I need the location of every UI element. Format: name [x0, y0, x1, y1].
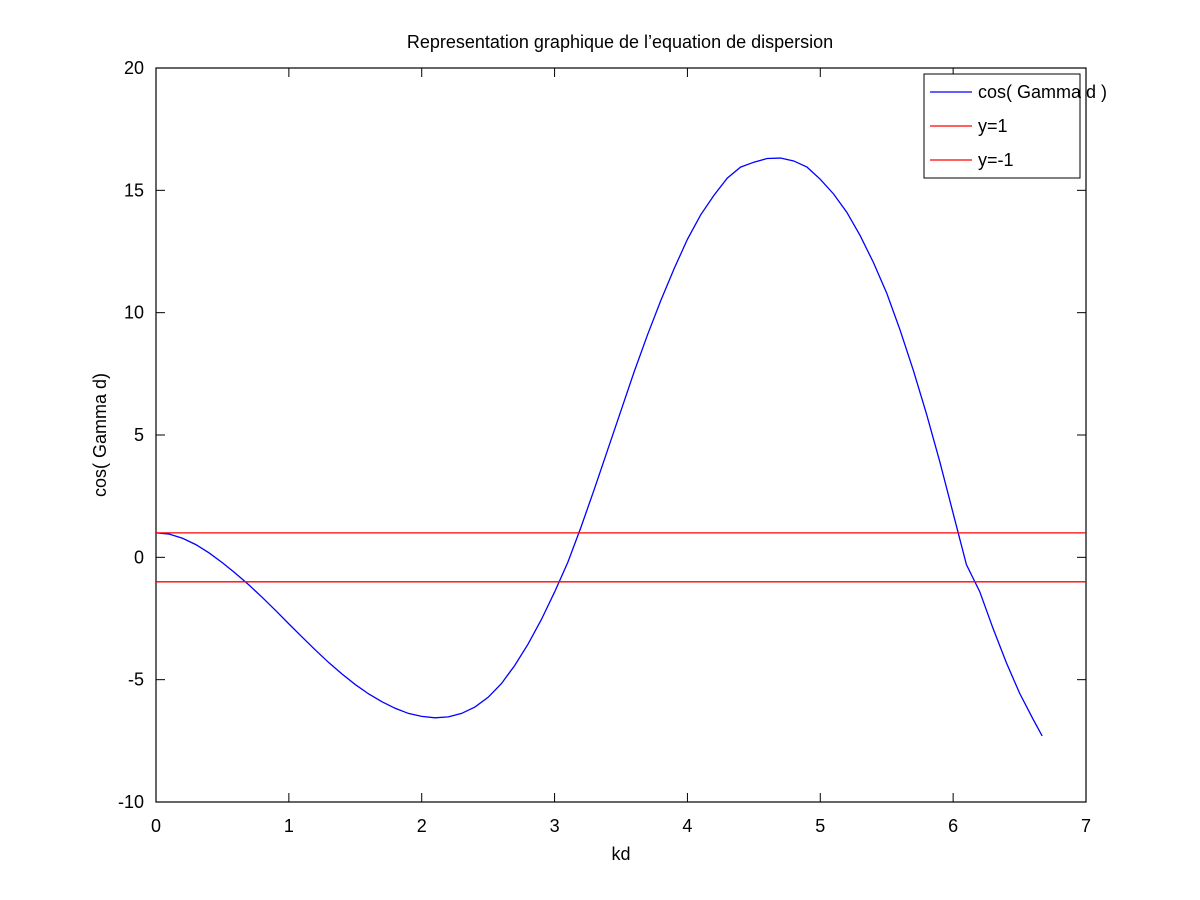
y-tick-label: -5 — [128, 670, 144, 690]
x-tick-label: 5 — [815, 816, 825, 836]
legend-entry: cos( Gamma d ) — [978, 82, 1107, 102]
y-tick-label: -10 — [118, 792, 144, 812]
chart-title: Representation graphique de l’equation d… — [407, 32, 833, 52]
x-tick-label: 3 — [550, 816, 560, 836]
y-tick-label: 5 — [134, 425, 144, 445]
y-tick-label: 20 — [124, 58, 144, 78]
x-axis-label: kd — [611, 844, 630, 864]
x-tick-label: 1 — [284, 816, 294, 836]
series-layer — [155, 157, 1086, 737]
legend-entry: y=-1 — [978, 150, 1014, 170]
axis-ticks: 0 1 2 3 4 5 6 7 -10 -5 0 5 10 15 20 — [118, 58, 1091, 836]
x-tick-label: 6 — [948, 816, 958, 836]
y-tick-label: 10 — [124, 303, 144, 323]
x-tick-label: 0 — [151, 816, 161, 836]
x-tick-label: 7 — [1081, 816, 1091, 836]
x-tick-label: 4 — [682, 816, 692, 836]
series-line-0 — [155, 157, 1043, 737]
legend: cos( Gamma d ) y=1 y=-1 — [923, 73, 1107, 179]
x-tick-label: 2 — [417, 816, 427, 836]
y-tick-label: 15 — [124, 180, 144, 200]
legend-entry: y=1 — [978, 116, 1008, 136]
y-axis-label: cos( Gamma d) — [90, 373, 110, 497]
y-tick-label: 0 — [134, 547, 144, 567]
